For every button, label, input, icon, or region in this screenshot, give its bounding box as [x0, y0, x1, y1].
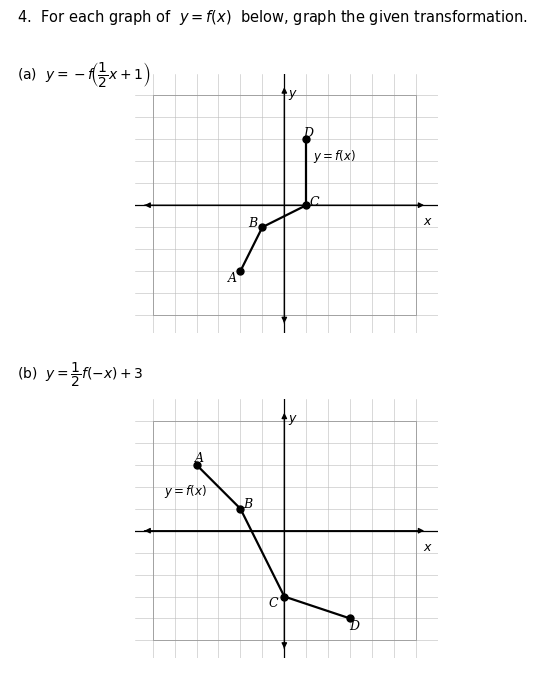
Text: $y$: $y$ [288, 413, 298, 427]
Text: D: D [349, 620, 360, 633]
Bar [153, 95, 416, 315]
Text: C: C [268, 596, 278, 610]
Text: D: D [304, 127, 314, 141]
Text: $y = f(x)$: $y = f(x)$ [164, 483, 207, 500]
Text: B: B [248, 218, 257, 230]
Text: (a)  $y = -f\!\left(\dfrac{1}{2}x+1\right)$: (a) $y = -f\!\left(\dfrac{1}{2}x+1\right… [17, 60, 150, 88]
Text: A: A [228, 272, 237, 285]
Text: $x$: $x$ [423, 215, 433, 228]
Text: B: B [244, 498, 253, 511]
Bar [153, 421, 416, 640]
Text: $x$: $x$ [423, 540, 433, 554]
Text: $y = f(x)$: $y = f(x)$ [313, 148, 356, 165]
Text: C: C [309, 197, 319, 209]
Text: A: A [195, 452, 204, 465]
Text: 4.  For each graph of  $y = f(x)$  below, graph the given transformation.: 4. For each graph of $y = f(x)$ below, g… [17, 8, 527, 27]
Text: (b)  $y = \dfrac{1}{2}f(-x)+3$: (b) $y = \dfrac{1}{2}f(-x)+3$ [17, 360, 143, 388]
Text: $y$: $y$ [288, 88, 298, 102]
